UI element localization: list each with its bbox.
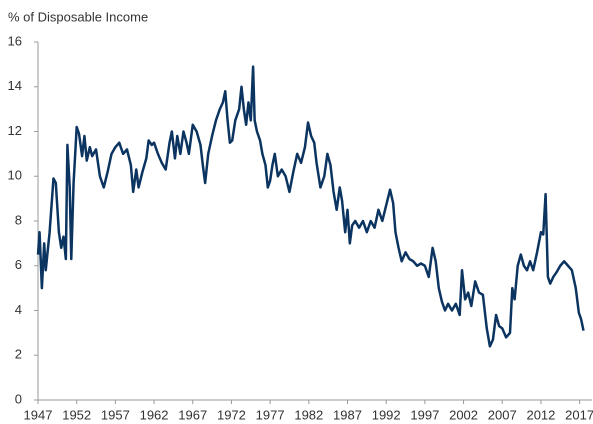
y-axis-label: % of Disposable Income xyxy=(8,9,148,24)
x-tick-label: 2007 xyxy=(488,407,517,422)
y-tick-label: 8 xyxy=(15,212,22,227)
y-tick-label: 16 xyxy=(8,33,22,48)
y-tick-label: 6 xyxy=(15,257,22,272)
x-tick-label: 1972 xyxy=(217,407,246,422)
x-tick-label: 1987 xyxy=(333,407,362,422)
x-tick-label: 1947 xyxy=(24,407,53,422)
x-tick-label: 1967 xyxy=(178,407,207,422)
y-tick-label: 2 xyxy=(15,347,22,362)
y-tick-label: 12 xyxy=(8,123,22,138)
data-line xyxy=(36,65,585,348)
y-tick-label: 0 xyxy=(15,391,22,406)
x-tick-label: 1982 xyxy=(294,407,323,422)
x-tick-label: 1992 xyxy=(372,407,401,422)
x-tick-label: 1962 xyxy=(140,407,169,422)
y-tick-label: 14 xyxy=(8,78,22,93)
y-tick-label: 4 xyxy=(15,302,22,317)
x-tick-label: 2017 xyxy=(565,407,593,422)
x-tick-label: 1977 xyxy=(256,407,285,422)
x-tick-label: 2002 xyxy=(449,407,478,422)
x-tick-label: 1957 xyxy=(101,407,130,422)
x-tick-label: 1952 xyxy=(62,407,91,422)
x-tick-label: 2012 xyxy=(526,407,555,422)
y-tick-label: 10 xyxy=(8,168,22,183)
x-tick-label: 1997 xyxy=(410,407,439,422)
